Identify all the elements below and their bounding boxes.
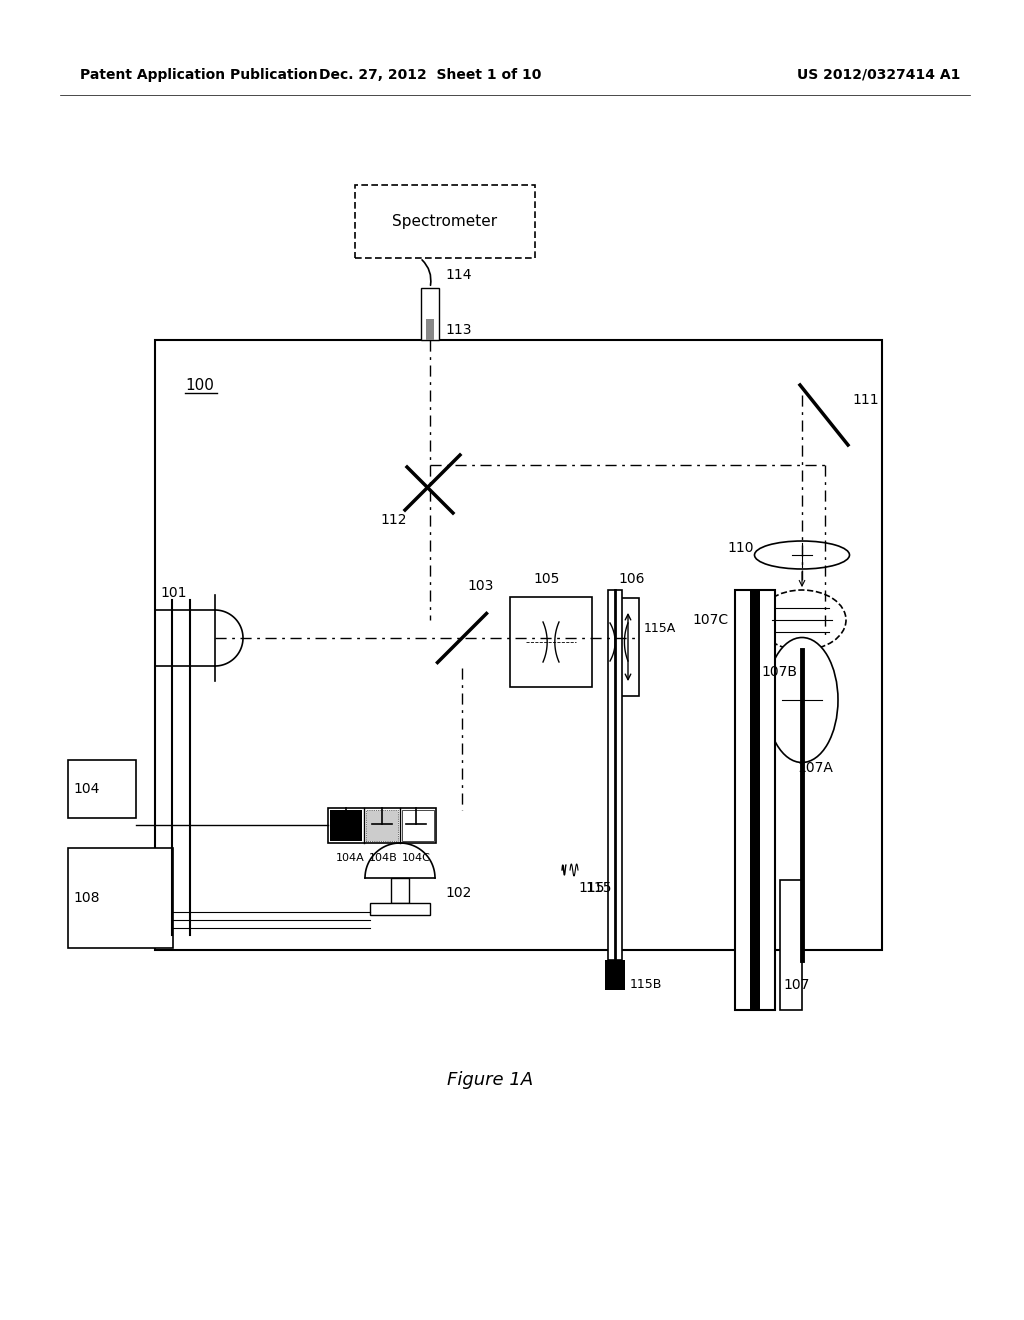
Bar [68, 847, 173, 948]
Bar [391, 878, 409, 903]
Text: 115B: 115B [630, 978, 663, 991]
Bar [155, 341, 882, 950]
Text: 104: 104 [73, 781, 99, 796]
Text: 115: 115 [578, 880, 604, 895]
Bar [402, 810, 434, 841]
Text: Patent Application Publication: Patent Application Publication [80, 69, 317, 82]
Text: 107A: 107A [797, 762, 833, 775]
Bar [605, 960, 625, 990]
Bar [68, 760, 136, 818]
Text: Figure 1A: Figure 1A [446, 1071, 534, 1089]
Bar [735, 590, 775, 1010]
Text: 112: 112 [380, 513, 407, 527]
Text: 114: 114 [445, 268, 471, 282]
Text: 108: 108 [73, 891, 99, 906]
Ellipse shape [766, 638, 838, 763]
Text: 111: 111 [852, 393, 879, 407]
Bar [330, 810, 362, 841]
Text: 107C: 107C [692, 612, 728, 627]
Text: 107: 107 [783, 978, 809, 993]
Text: 107B: 107B [761, 665, 797, 678]
Text: 104A: 104A [336, 853, 365, 863]
Text: 101: 101 [160, 586, 186, 601]
Bar [421, 288, 439, 341]
Bar [370, 903, 430, 915]
Text: 104B: 104B [369, 853, 397, 863]
Text: 103: 103 [467, 579, 494, 593]
Text: US 2012/0327414 A1: US 2012/0327414 A1 [797, 69, 961, 82]
Text: 106: 106 [618, 572, 644, 586]
Text: 100: 100 [185, 378, 214, 392]
Bar [608, 590, 622, 960]
Text: Spectrometer: Spectrometer [392, 214, 498, 228]
Text: Dec. 27, 2012  Sheet 1 of 10: Dec. 27, 2012 Sheet 1 of 10 [318, 69, 542, 82]
Bar [750, 590, 760, 1010]
Bar [510, 597, 592, 686]
Text: 115A: 115A [644, 622, 676, 635]
Text: 115: 115 [585, 880, 611, 895]
Ellipse shape [758, 590, 846, 649]
Text: 104C: 104C [402, 853, 431, 863]
Text: 102: 102 [445, 886, 471, 900]
Bar [780, 880, 802, 1010]
Text: 110: 110 [727, 541, 754, 554]
Text: 113: 113 [445, 323, 471, 337]
Ellipse shape [755, 541, 850, 569]
Bar [426, 319, 434, 341]
Bar [617, 598, 639, 696]
FancyBboxPatch shape [355, 185, 535, 257]
Text: 105: 105 [534, 572, 559, 586]
Bar [328, 808, 436, 843]
Bar [366, 810, 398, 841]
